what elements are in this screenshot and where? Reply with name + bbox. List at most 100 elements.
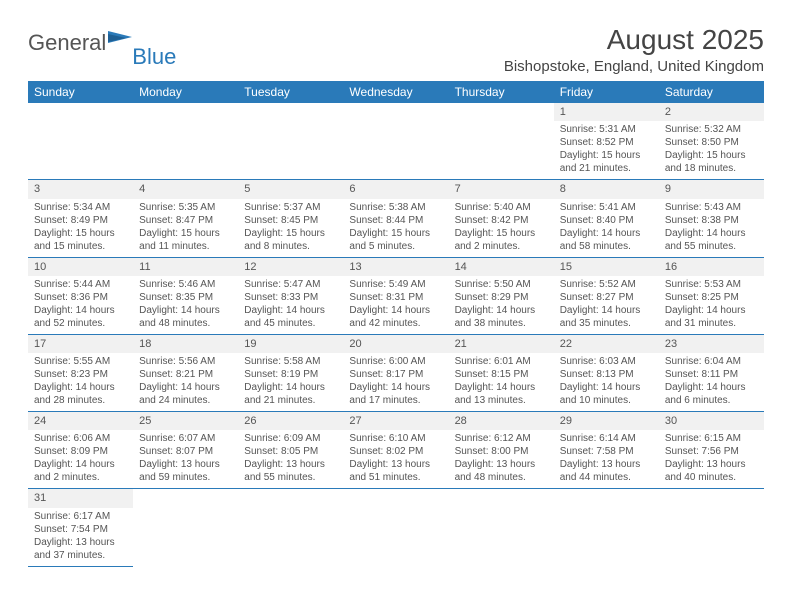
calendar-cell: 3Sunrise: 5:34 AMSunset: 8:49 PMDaylight… (28, 180, 133, 257)
daylight-text: Daylight: 14 hours and 38 minutes. (455, 304, 548, 330)
daylight-text: Daylight: 14 hours and 28 minutes. (34, 381, 127, 407)
daylight-text: Daylight: 14 hours and 48 minutes. (139, 304, 232, 330)
calendar-cell: 29Sunrise: 6:14 AMSunset: 7:58 PMDayligh… (554, 412, 659, 489)
calendar-week-row: 3Sunrise: 5:34 AMSunset: 8:49 PMDaylight… (28, 180, 764, 257)
sunrise-text: Sunrise: 5:41 AM (560, 201, 653, 214)
sunrise-text: Sunrise: 5:38 AM (349, 201, 442, 214)
sunset-text: Sunset: 8:44 PM (349, 214, 442, 227)
calendar-cell: 22Sunrise: 6:03 AMSunset: 8:13 PMDayligh… (554, 334, 659, 411)
calendar-cell: 18Sunrise: 5:56 AMSunset: 8:21 PMDayligh… (133, 334, 238, 411)
daylight-text: Daylight: 13 hours and 59 minutes. (139, 458, 232, 484)
sunrise-text: Sunrise: 5:47 AM (244, 278, 337, 291)
daylight-text: Daylight: 14 hours and 55 minutes. (665, 227, 758, 253)
calendar-cell (28, 103, 133, 180)
day-text: Sunrise: 5:53 AMSunset: 8:25 PMDaylight:… (659, 276, 764, 334)
calendar-cell: 13Sunrise: 5:49 AMSunset: 8:31 PMDayligh… (343, 257, 448, 334)
logo-text-blue: Blue (132, 44, 176, 70)
sunset-text: Sunset: 8:42 PM (455, 214, 548, 227)
sunrise-text: Sunrise: 5:40 AM (455, 201, 548, 214)
calendar-cell: 21Sunrise: 6:01 AMSunset: 8:15 PMDayligh… (449, 334, 554, 411)
day-number: 3 (28, 180, 133, 198)
day-number: 29 (554, 412, 659, 430)
sunset-text: Sunset: 8:52 PM (560, 136, 653, 149)
sunset-text: Sunset: 8:05 PM (244, 445, 337, 458)
weekday-header: Tuesday (238, 81, 343, 103)
sunset-text: Sunset: 8:02 PM (349, 445, 442, 458)
calendar-cell: 31Sunrise: 6:17 AMSunset: 7:54 PMDayligh… (28, 489, 133, 566)
day-number: 6 (343, 180, 448, 198)
daylight-text: Daylight: 14 hours and 58 minutes. (560, 227, 653, 253)
sunrise-text: Sunrise: 5:44 AM (34, 278, 127, 291)
day-number: 5 (238, 180, 343, 198)
day-text: Sunrise: 5:40 AMSunset: 8:42 PMDaylight:… (449, 199, 554, 257)
sunrise-text: Sunrise: 5:43 AM (665, 201, 758, 214)
day-text: Sunrise: 5:49 AMSunset: 8:31 PMDaylight:… (343, 276, 448, 334)
daylight-text: Daylight: 15 hours and 5 minutes. (349, 227, 442, 253)
logo-text-general: General (28, 30, 106, 56)
calendar-week-row: 17Sunrise: 5:55 AMSunset: 8:23 PMDayligh… (28, 334, 764, 411)
calendar-cell: 26Sunrise: 6:09 AMSunset: 8:05 PMDayligh… (238, 412, 343, 489)
calendar-cell (238, 103, 343, 180)
day-number: 12 (238, 258, 343, 276)
day-text: Sunrise: 5:55 AMSunset: 8:23 PMDaylight:… (28, 353, 133, 411)
calendar-header-row: SundayMondayTuesdayWednesdayThursdayFrid… (28, 81, 764, 103)
calendar-cell (449, 103, 554, 180)
day-text: Sunrise: 5:41 AMSunset: 8:40 PMDaylight:… (554, 199, 659, 257)
weekday-header: Sunday (28, 81, 133, 103)
day-number: 8 (554, 180, 659, 198)
calendar-cell: 8Sunrise: 5:41 AMSunset: 8:40 PMDaylight… (554, 180, 659, 257)
calendar-cell (343, 489, 448, 566)
sunrise-text: Sunrise: 6:17 AM (34, 510, 127, 523)
calendar-cell: 12Sunrise: 5:47 AMSunset: 8:33 PMDayligh… (238, 257, 343, 334)
day-number: 30 (659, 412, 764, 430)
calendar-cell (343, 103, 448, 180)
calendar-cell: 17Sunrise: 5:55 AMSunset: 8:23 PMDayligh… (28, 334, 133, 411)
daylight-text: Daylight: 14 hours and 31 minutes. (665, 304, 758, 330)
weekday-header: Wednesday (343, 81, 448, 103)
day-text: Sunrise: 6:03 AMSunset: 8:13 PMDaylight:… (554, 353, 659, 411)
day-number: 10 (28, 258, 133, 276)
sunset-text: Sunset: 8:07 PM (139, 445, 232, 458)
calendar-cell: 30Sunrise: 6:15 AMSunset: 7:56 PMDayligh… (659, 412, 764, 489)
sunrise-text: Sunrise: 5:53 AM (665, 278, 758, 291)
sunrise-text: Sunrise: 5:34 AM (34, 201, 127, 214)
calendar-week-row: 31Sunrise: 6:17 AMSunset: 7:54 PMDayligh… (28, 489, 764, 566)
daylight-text: Daylight: 13 hours and 37 minutes. (34, 536, 127, 562)
sunset-text: Sunset: 8:33 PM (244, 291, 337, 304)
sunrise-text: Sunrise: 6:04 AM (665, 355, 758, 368)
sunset-text: Sunset: 8:47 PM (139, 214, 232, 227)
day-number: 24 (28, 412, 133, 430)
day-number: 27 (343, 412, 448, 430)
day-text: Sunrise: 6:01 AMSunset: 8:15 PMDaylight:… (449, 353, 554, 411)
day-text: Sunrise: 5:56 AMSunset: 8:21 PMDaylight:… (133, 353, 238, 411)
sunrise-text: Sunrise: 5:56 AM (139, 355, 232, 368)
calendar-cell: 10Sunrise: 5:44 AMSunset: 8:36 PMDayligh… (28, 257, 133, 334)
daylight-text: Daylight: 14 hours and 52 minutes. (34, 304, 127, 330)
sunrise-text: Sunrise: 6:07 AM (139, 432, 232, 445)
day-number: 18 (133, 335, 238, 353)
calendar-cell (133, 489, 238, 566)
day-text: Sunrise: 5:38 AMSunset: 8:44 PMDaylight:… (343, 199, 448, 257)
calendar-cell: 25Sunrise: 6:07 AMSunset: 8:07 PMDayligh… (133, 412, 238, 489)
daylight-text: Daylight: 15 hours and 11 minutes. (139, 227, 232, 253)
daylight-text: Daylight: 13 hours and 55 minutes. (244, 458, 337, 484)
daylight-text: Daylight: 13 hours and 48 minutes. (455, 458, 548, 484)
day-text: Sunrise: 5:47 AMSunset: 8:33 PMDaylight:… (238, 276, 343, 334)
sunrise-text: Sunrise: 5:55 AM (34, 355, 127, 368)
calendar-cell: 7Sunrise: 5:40 AMSunset: 8:42 PMDaylight… (449, 180, 554, 257)
day-text: Sunrise: 6:15 AMSunset: 7:56 PMDaylight:… (659, 430, 764, 488)
day-text: Sunrise: 5:50 AMSunset: 8:29 PMDaylight:… (449, 276, 554, 334)
calendar-cell: 19Sunrise: 5:58 AMSunset: 8:19 PMDayligh… (238, 334, 343, 411)
day-text: Sunrise: 5:34 AMSunset: 8:49 PMDaylight:… (28, 199, 133, 257)
day-number: 26 (238, 412, 343, 430)
calendar-cell (554, 489, 659, 566)
weekday-header: Monday (133, 81, 238, 103)
sunset-text: Sunset: 8:23 PM (34, 368, 127, 381)
calendar-cell: 2Sunrise: 5:32 AMSunset: 8:50 PMDaylight… (659, 103, 764, 180)
sunrise-text: Sunrise: 6:00 AM (349, 355, 442, 368)
sunset-text: Sunset: 7:54 PM (34, 523, 127, 536)
calendar-cell (449, 489, 554, 566)
day-number: 15 (554, 258, 659, 276)
daylight-text: Daylight: 15 hours and 15 minutes. (34, 227, 127, 253)
sunset-text: Sunset: 8:25 PM (665, 291, 758, 304)
